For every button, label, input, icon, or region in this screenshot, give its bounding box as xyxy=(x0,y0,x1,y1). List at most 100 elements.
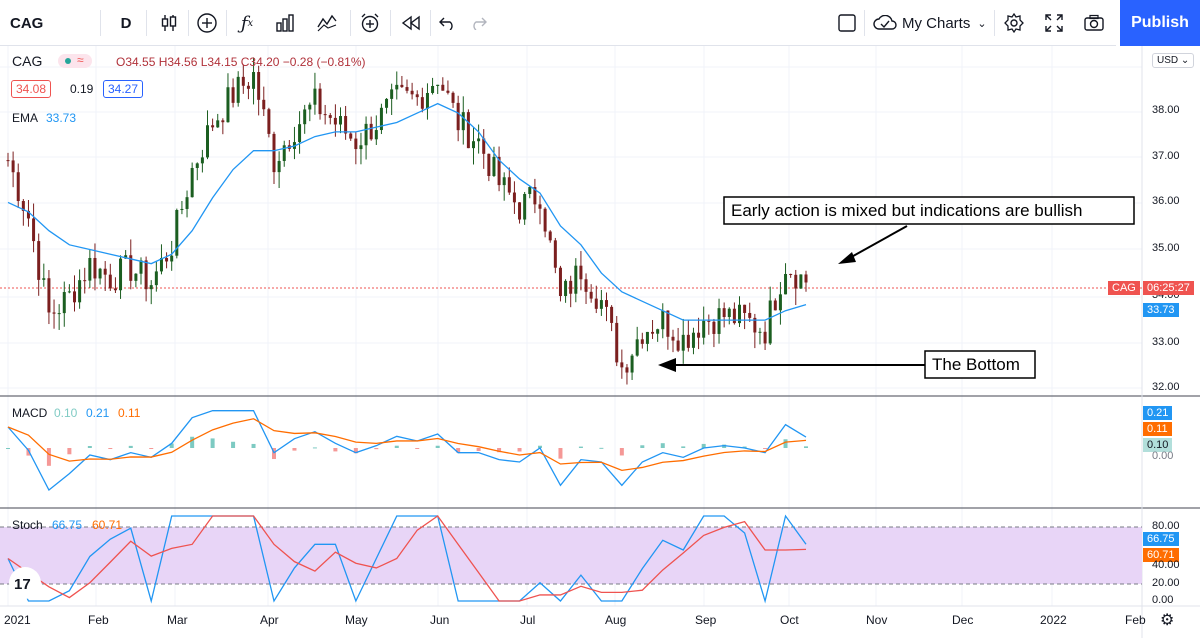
candle-body xyxy=(620,362,624,368)
candle-body xyxy=(272,133,276,173)
stoch-band xyxy=(0,527,1142,584)
candle-body xyxy=(794,274,798,289)
my-charts-button[interactable]: My Charts xyxy=(902,14,971,32)
candle-body xyxy=(656,329,660,334)
market-status-badge[interactable]: ≈ xyxy=(58,53,92,68)
candle-body xyxy=(57,313,61,315)
toolbar-divider xyxy=(188,10,189,36)
ask-price[interactable]: 34.27 xyxy=(103,80,144,98)
candle-body xyxy=(497,156,501,186)
bullish-callout-box[interactable] xyxy=(723,196,1135,225)
publish-button[interactable]: Publish xyxy=(1116,0,1200,46)
macd-histogram-bar xyxy=(558,448,563,459)
candle-body xyxy=(702,320,706,338)
legend-symbol[interactable]: CAG xyxy=(12,53,43,69)
candle-body xyxy=(129,255,133,281)
macd-histogram-bar xyxy=(578,446,583,448)
macd-histogram-bar xyxy=(87,446,92,448)
candle-body xyxy=(277,160,281,173)
financials-icon[interactable] xyxy=(270,8,300,38)
candle-body xyxy=(472,141,475,149)
time-tick: Jun xyxy=(430,613,450,627)
time-tick: Nov xyxy=(866,613,888,627)
price-tick: 32.00 xyxy=(1152,381,1180,393)
tradingview-logo[interactable] xyxy=(9,567,41,599)
interval-button[interactable]: D xyxy=(120,14,132,32)
macd-histogram-bar xyxy=(292,448,297,451)
candle-body xyxy=(216,120,220,128)
macd-histogram-bar xyxy=(149,448,154,449)
stoch-d-tag: 60.71 xyxy=(1143,548,1179,562)
candle-body xyxy=(267,109,271,134)
candle-body xyxy=(83,280,87,282)
candle-body xyxy=(753,317,757,333)
candle-body xyxy=(21,201,25,211)
price-tick: 37.00 xyxy=(1152,150,1180,162)
candle-body xyxy=(579,265,583,280)
candle-body xyxy=(395,84,399,90)
macd-label[interactable]: MACD xyxy=(12,406,48,420)
candle-body xyxy=(221,120,225,123)
camera-icon[interactable] xyxy=(1080,8,1108,38)
candle-body xyxy=(241,76,245,86)
candle-body xyxy=(62,292,66,314)
candle-body xyxy=(52,312,56,314)
market-open-dot-icon xyxy=(65,58,71,64)
ema-label[interactable]: EMA xyxy=(12,111,39,125)
symbol-search-button[interactable]: CAG xyxy=(10,14,44,32)
stoch-label[interactable]: Stoch xyxy=(12,518,43,532)
candle-body xyxy=(113,288,117,291)
candle-body xyxy=(339,116,342,125)
macd-zero-tick: 0.00 xyxy=(1152,450,1174,462)
candle-body xyxy=(461,112,465,131)
price-tick: 38.00 xyxy=(1152,104,1180,116)
toolbar-divider xyxy=(994,10,995,36)
bottom-callout-box[interactable] xyxy=(924,350,1036,379)
candle-body xyxy=(385,98,389,108)
chevron-down-icon[interactable]: ⌄ xyxy=(977,17,987,30)
chart-area[interactable]: 17 Early action is mixed but indications… xyxy=(0,46,1200,638)
price-chart-canvas[interactable]: 17 xyxy=(0,46,1200,638)
redo-icon[interactable] xyxy=(464,8,492,38)
candle-body xyxy=(47,278,51,313)
fullscreen-icon[interactable] xyxy=(1040,8,1068,38)
candle-body xyxy=(574,265,578,294)
replay-icon[interactable] xyxy=(396,8,426,38)
candle-body xyxy=(180,208,184,211)
macd-histogram-bar xyxy=(783,439,788,448)
candle-body xyxy=(6,160,10,162)
candle-body xyxy=(789,273,793,275)
time-tick: Mar xyxy=(167,613,188,627)
alert-clock-icon[interactable] xyxy=(354,8,386,38)
cloud-icon[interactable] xyxy=(872,8,898,38)
candle-body xyxy=(691,332,695,348)
stoch-k-value: 66.75 xyxy=(52,518,83,532)
candle-body xyxy=(308,104,312,110)
candle-body xyxy=(236,76,240,103)
gear-icon[interactable] xyxy=(1000,8,1028,38)
candle-body xyxy=(257,72,261,100)
currency-select[interactable]: USD ⌄ xyxy=(1152,53,1195,68)
candle-body xyxy=(144,260,148,290)
macd-histogram-bar xyxy=(169,443,174,448)
candle-body xyxy=(518,202,522,220)
add-indicator-icon[interactable] xyxy=(192,8,222,38)
undo-icon[interactable] xyxy=(434,8,462,38)
stoch-tick: 80.00 xyxy=(1152,520,1180,532)
candle-body xyxy=(103,268,107,275)
bid-price[interactable]: 34.08 xyxy=(11,80,52,98)
compare-icon[interactable] xyxy=(310,8,344,38)
layout-icon[interactable] xyxy=(834,8,860,38)
toolbar-divider xyxy=(226,10,227,36)
candle-body xyxy=(732,308,736,324)
settings-gear-icon[interactable]: ⚙ xyxy=(1160,612,1175,629)
candle-body xyxy=(359,145,363,150)
macd-histogram-bar xyxy=(619,448,624,456)
time-tick: Dec xyxy=(952,613,974,627)
candles-icon[interactable] xyxy=(154,8,184,38)
candle-body xyxy=(671,336,675,341)
macd-histogram-bar xyxy=(128,445,133,448)
candle-body xyxy=(410,90,414,95)
candle-body xyxy=(533,187,537,205)
